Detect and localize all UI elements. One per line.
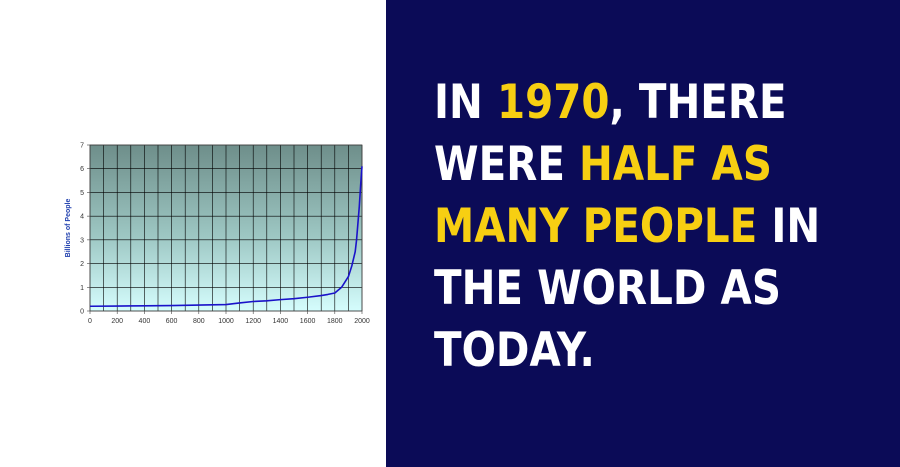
population-chart: 0 200 400 600 800 1000 1200 1400 1600 1800 2000 0 1 2… xyxy=(65,143,370,326)
x-tick-label: 1600 xyxy=(300,318,316,325)
x-tick-label: 200 xyxy=(111,318,123,325)
headline-line-2: WERE HALF AS xyxy=(434,134,821,196)
x-tick-label: 600 xyxy=(166,318,178,325)
x-tick-label: 400 xyxy=(139,318,151,325)
headline-highlight-year: 1970 xyxy=(496,75,610,130)
headline-highlight-phrase: HALF AS xyxy=(579,137,772,192)
y-tick-label: 6 xyxy=(80,166,84,173)
headline-text: , THERE xyxy=(609,75,787,130)
y-tick-label: 2 xyxy=(80,261,84,268)
chart-panel: 0 200 400 600 800 1000 1200 1400 1600 1800 2000 0 1 2… xyxy=(0,0,386,467)
x-tick-label: 1000 xyxy=(218,318,234,325)
headline-line-1: IN 1970, THERE xyxy=(434,72,821,134)
x-tick-label: 0 xyxy=(88,318,92,325)
y-tick-label: 1 xyxy=(80,285,84,292)
population-line xyxy=(89,166,363,308)
y-tick-label: 4 xyxy=(80,214,84,221)
x-tick-label: 2000 xyxy=(354,318,370,325)
headline-panel: IN 1970, THERE WERE HALF AS MANY PEOPLE … xyxy=(386,0,900,467)
x-tick-label: 800 xyxy=(193,318,205,325)
x-tick-label: 1200 xyxy=(245,318,261,325)
y-axis-label: Billions of People xyxy=(65,199,72,258)
x-tick-label: 1800 xyxy=(327,318,343,325)
y-tick-label: 5 xyxy=(80,190,84,197)
headline-line-5: TODAY. xyxy=(434,323,595,378)
headline-text: IN xyxy=(757,199,821,254)
headline-text: WERE xyxy=(434,137,580,192)
headline-text: IN xyxy=(434,75,497,130)
headline: IN 1970, THERE WERE HALF AS MANY PEOPLE … xyxy=(434,72,821,382)
y-tick-label: 3 xyxy=(80,237,84,244)
y-tick-label: 0 xyxy=(80,309,84,316)
x-tick-label: 1400 xyxy=(273,318,289,325)
y-tick-label: 7 xyxy=(80,143,84,150)
headline-highlight-phrase: MANY PEOPLE xyxy=(434,199,758,254)
headline-line-4: THE WORLD AS xyxy=(434,261,781,316)
headline-line-3: MANY PEOPLE IN xyxy=(434,196,821,258)
